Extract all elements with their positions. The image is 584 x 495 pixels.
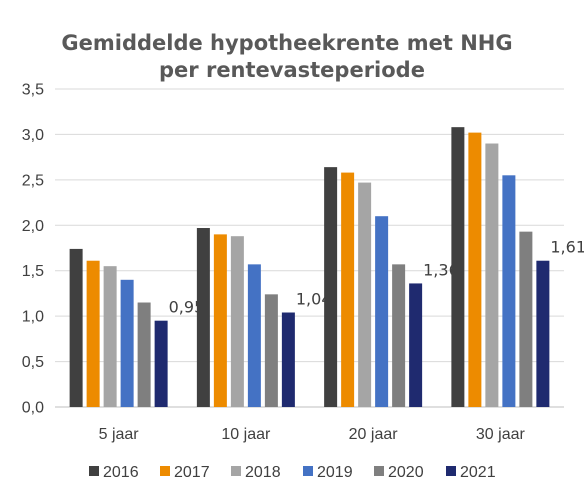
bar <box>409 283 423 407</box>
legend-swatch <box>89 466 99 476</box>
chart-title-line1: Gemiddelde hypotheekrente met NHG <box>61 31 513 55</box>
bar <box>341 172 355 407</box>
data-label: 1,61 <box>550 238 584 257</box>
legend-label: 2021 <box>460 464 496 481</box>
legend-label: 2019 <box>317 464 353 481</box>
bar <box>281 312 295 407</box>
bar <box>502 175 516 407</box>
legend-label: 2017 <box>174 464 210 481</box>
bar <box>519 231 533 407</box>
bar <box>69 248 83 407</box>
legend-label: 2020 <box>388 464 424 481</box>
y-tick-label: 1,0 <box>22 309 44 326</box>
bar <box>536 260 550 407</box>
y-tick-label: 0,0 <box>22 400 44 417</box>
legend-swatch <box>446 466 456 476</box>
bar <box>154 320 168 407</box>
bar <box>358 182 372 407</box>
data-label: 1,36 <box>423 260 459 279</box>
legend-swatch <box>160 466 170 476</box>
legend-swatch <box>231 466 241 476</box>
x-tick-label: 20 jaar <box>349 426 399 443</box>
y-tick-label: 0,5 <box>22 354 44 371</box>
bar <box>485 143 499 407</box>
bar <box>264 294 278 407</box>
legend-swatch <box>303 466 313 476</box>
bar <box>103 266 117 407</box>
bar <box>451 127 465 407</box>
bar <box>120 279 134 407</box>
bar <box>137 302 151 407</box>
chart-title-line2: per rentevasteperiode <box>159 58 425 82</box>
x-tick-label: 30 jaar <box>476 426 526 443</box>
x-tick-label: 5 jaar <box>99 426 140 443</box>
data-label: 1,04 <box>296 290 332 309</box>
bar <box>213 234 227 407</box>
legend-label: 2018 <box>245 464 281 481</box>
bar <box>247 264 261 407</box>
legend-swatch <box>374 466 384 476</box>
bar <box>324 167 338 407</box>
data-label: 0,95 <box>169 298 205 317</box>
x-tick-label: 10 jaar <box>221 426 271 443</box>
bar <box>392 264 406 407</box>
bar <box>375 216 389 407</box>
bar <box>86 260 100 407</box>
chart-title: Gemiddelde hypotheekrente met NHG per re… <box>0 30 584 84</box>
y-tick-label: 1,5 <box>22 263 44 280</box>
y-tick-label: 2,5 <box>22 172 44 189</box>
bar <box>230 236 244 407</box>
bar <box>196 228 210 407</box>
y-tick-label: 3,5 <box>22 82 44 99</box>
y-tick-label: 2,0 <box>22 218 44 235</box>
bar <box>468 132 482 407</box>
y-tick-label: 3,0 <box>22 127 44 144</box>
legend-label: 2016 <box>103 464 139 481</box>
